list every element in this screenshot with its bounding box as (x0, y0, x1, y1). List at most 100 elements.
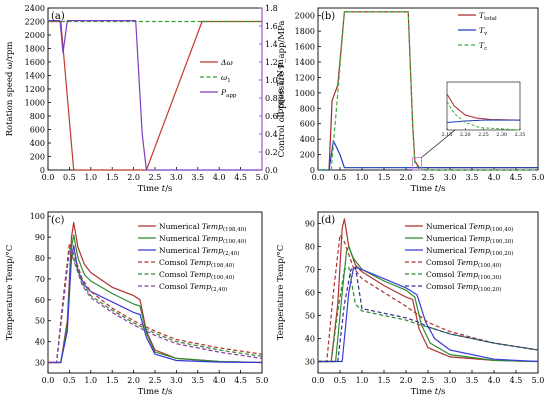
y-tick-label: 60 (35, 296, 45, 305)
y-axis-label: Temperature Temp/°C (276, 245, 286, 341)
label-variable: Temp (457, 270, 478, 279)
x-axis-label: Time t/s (411, 387, 446, 397)
series-line-2 (48, 244, 263, 364)
y-tick-label: 100 (30, 212, 45, 221)
y-tick-label: 2000 (295, 12, 315, 21)
y-tick-label: 200 (300, 151, 315, 160)
x-tick-label: 4.5 (510, 173, 523, 182)
label-text: Comsol (159, 258, 190, 267)
x-tick-label: 5.0 (532, 173, 545, 182)
legend-label: Tv (479, 26, 488, 37)
inset-series-line-2 (446, 101, 521, 131)
label-variable: Temp (202, 234, 223, 243)
label-text: Comsol (426, 282, 457, 291)
y-tick-label: 40 (35, 338, 45, 347)
y2-tick-label: 0.2 (265, 148, 278, 157)
y-tick-label: 2400 (25, 4, 45, 13)
y-tick-label: 90 (35, 233, 45, 242)
x-tick-label: 1.0 (356, 376, 369, 385)
label-text: Comsol (426, 258, 457, 267)
x-tick-label: 2.5 (149, 173, 162, 182)
y2-tick-label: 1.8 (265, 4, 278, 13)
x-tick-label: 3.5 (191, 376, 204, 385)
legend-label: Comsol Temp(100,40) (159, 270, 234, 281)
panel-label: (c) (51, 215, 65, 226)
x-tick-label: 3.0 (170, 173, 183, 182)
x-tick-label: 3.5 (191, 173, 204, 182)
label-variable: Δω (220, 58, 233, 67)
y-tick-label: 0 (310, 166, 315, 175)
label-text: Numerical (426, 234, 469, 243)
label-variable: Temp (457, 258, 478, 267)
x-axis-label-text: Time (411, 387, 435, 397)
series-line-5 (48, 249, 263, 364)
legend-label: Δω (220, 58, 233, 67)
x-tick-label: 0.0 (312, 173, 325, 182)
y2-tick-label: 0.8 (265, 94, 278, 103)
label-variable: Temp (202, 222, 223, 231)
inset-x-tick-label: 2.25 (478, 132, 489, 138)
x-tick-label: 4.0 (213, 376, 226, 385)
series-line-4 (48, 246, 263, 364)
x-axis-label-variable: t (162, 387, 166, 397)
legend-label: Numerical Temp(100,40) (159, 234, 246, 245)
inset-frame (446, 81, 521, 131)
y-axis-label: Rotation speed ω/rpm (5, 42, 15, 137)
legend-label: Numerical Temp(100,40) (426, 222, 513, 233)
legend-label: Comsol Temp(2,40) (159, 282, 227, 293)
label-variable: Temp (469, 234, 490, 243)
x-tick-label: 1.0 (356, 173, 369, 182)
x-tick-label: 5.0 (532, 376, 545, 385)
label-text: Numerical (426, 246, 469, 255)
y-tick-label: 1200 (295, 73, 315, 82)
label-text: Numerical (426, 222, 469, 231)
x-tick-label: 2.5 (149, 376, 162, 385)
y-tick-label: 2200 (25, 18, 45, 27)
y-tick-label: 60 (305, 289, 315, 298)
y2-tick-label: 1.0 (265, 76, 278, 85)
x-tick-label: 1.5 (106, 376, 119, 385)
label-text: Comsol (159, 282, 190, 291)
y-tick-label: 1800 (295, 27, 315, 36)
panel-label: (d) (321, 215, 335, 226)
x-tick-label: 2.0 (400, 376, 413, 385)
series-line-1 (318, 140, 538, 171)
series-line-3 (318, 234, 539, 363)
label-text: Numerical (159, 246, 202, 255)
y2-axis-label: Control oil pressure P_app/MPa (277, 21, 287, 158)
x-tick-label: 1.0 (84, 173, 97, 182)
label-text: Numerical (159, 222, 202, 231)
x-tick-label: 0.5 (63, 173, 76, 182)
legend-label: Tc (479, 41, 487, 52)
label-variable: Temp (190, 282, 211, 291)
y2-tick-label: 1.4 (265, 40, 278, 49)
label-subscript: c (484, 46, 487, 52)
label-subscript: (100,30) (478, 274, 501, 281)
x-axis-label-text: Time (411, 184, 435, 194)
x-axis-label: Time t/s (411, 184, 446, 194)
y-axis-label: Temperature Temp/°C (5, 245, 15, 341)
series-line-2 (318, 266, 539, 363)
x-tick-label: 1.5 (106, 173, 119, 182)
legend-label: Comsol Temp(100,40) (426, 258, 501, 269)
chart-panel-3: 0.0 0.5 1.0 1.5 2.0 2.5 3.0 3.5 4.0 4.5 5.0 30 40 50 6… (276, 211, 545, 397)
chart-panel-1: 0.0 0.5 1.0 1.5 2.0 2.5 3.0 3.5 4.0 4.5 5.0 0 200 400… (276, 7, 545, 194)
y-tick-label: 1000 (25, 99, 45, 108)
label-variable: T (479, 11, 485, 20)
y-tick-label: 1200 (25, 85, 45, 94)
x-tick-label: 4.5 (510, 376, 523, 385)
y-tick-label: 80 (305, 243, 315, 252)
label-subscript: v (483, 31, 488, 37)
y-tick-label: 30 (305, 358, 315, 367)
series-line-3 (48, 242, 263, 364)
legend: Numerical Temp(100,40)Numerical Temp(100… (405, 222, 513, 293)
y2-tick-label: 0.6 (265, 112, 278, 121)
y-tick-label: 600 (300, 120, 315, 129)
inset: 2.15 2.20 2.25 2.30 2.35 (412, 81, 525, 171)
x-tick-label: 1.5 (378, 173, 391, 182)
x-axis-label-unit: /s (165, 184, 172, 194)
series-line-2 (48, 20, 262, 171)
legend-label: Papp (220, 88, 237, 99)
